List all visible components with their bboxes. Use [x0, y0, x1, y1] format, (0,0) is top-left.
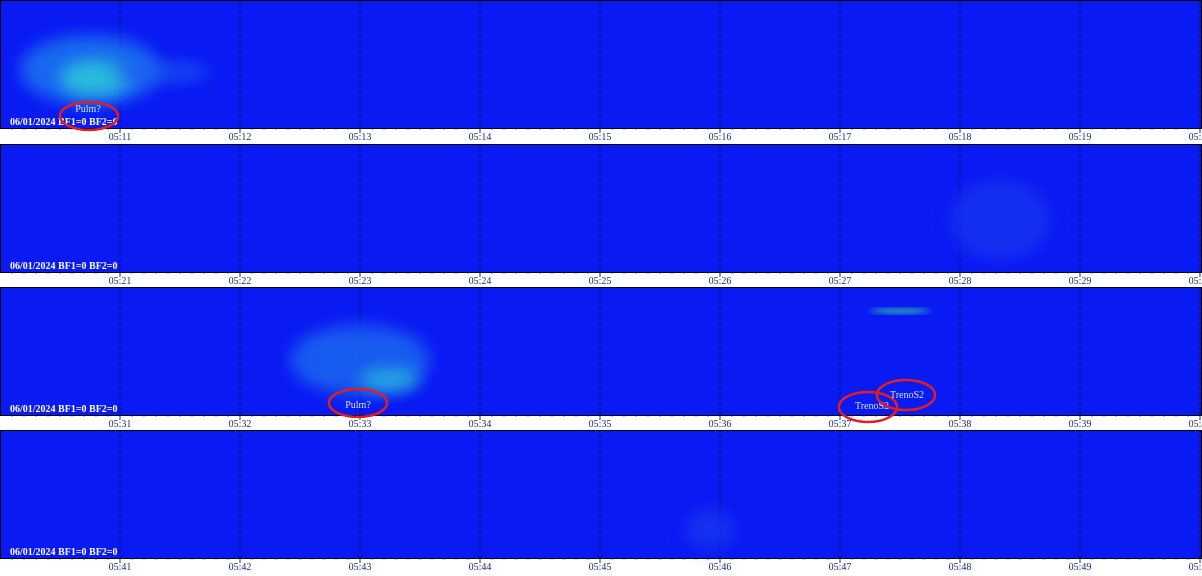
time-tick-label: 05:34: [469, 419, 492, 430]
strip-label: 06/01/2024 BF1=0 BF2=0: [10, 547, 118, 558]
strip-label: 06/01/2024 BF1=0 BF2=0: [10, 404, 118, 415]
annotation-label: Pulm?: [345, 400, 371, 411]
time-tick-label: 05:18: [949, 132, 972, 143]
time-tick-label: 05:41: [109, 562, 132, 573]
annotation-ring: [327, 387, 389, 419]
spectrogram-strip: [0, 287, 1202, 415]
time-tick-label: 05:31: [109, 419, 132, 430]
time-tick-label: 05:27: [829, 276, 852, 287]
time-tick-label: 05:24: [469, 276, 492, 287]
time-tick-label: 05:50: [1189, 562, 1202, 573]
time-tick-label: 05:44: [469, 562, 492, 573]
annotation-label: TrenoS2: [890, 390, 924, 401]
time-tick-label: 05:32: [229, 419, 252, 430]
annotation-ring: [875, 378, 937, 412]
time-tick-label: 05:29: [1069, 276, 1092, 287]
time-tick-label: 05:33: [349, 419, 372, 430]
time-tick-label: 05:16: [709, 132, 732, 143]
strip-label: 06/01/2024 BF1=0 BF2=0: [10, 261, 118, 272]
signal-blobs: [20, 35, 1050, 550]
time-tick-label: 05:42: [229, 562, 252, 573]
time-tick-label: 05:13: [349, 132, 372, 143]
time-tick-label: 05:46: [709, 562, 732, 573]
annotation-ring: [837, 390, 899, 424]
time-tick-label: 05:12: [229, 132, 252, 143]
spectrogram-strip: [0, 0, 1202, 128]
time-tick-label: 05:36: [709, 419, 732, 430]
time-tick-label: 05:39: [1069, 419, 1092, 430]
time-tick-label: 05:30: [1189, 276, 1202, 287]
time-tick-label: 05:49: [1069, 562, 1092, 573]
time-tick-label: 05:47: [829, 562, 852, 573]
time-tick-label: 05:15: [589, 132, 612, 143]
time-tick-label: 05:23: [349, 276, 372, 287]
time-tick-label: 05:45: [589, 562, 612, 573]
time-tick-label: 05:26: [709, 276, 732, 287]
time-tick-label: 05:40: [1189, 419, 1202, 430]
time-tick-label: 05:38: [949, 419, 972, 430]
time-tick-label: 05:48: [949, 562, 972, 573]
time-tick-label: 05:20: [1189, 132, 1202, 143]
time-tick-label: 05:17: [829, 132, 852, 143]
time-tick-label: 05:11: [109, 132, 131, 143]
spectrogram-strip: [0, 430, 1202, 558]
time-tick-label: 05:19: [1069, 132, 1092, 143]
time-tick-label: 05:25: [589, 276, 612, 287]
time-tick-label: 05:14: [469, 132, 492, 143]
time-tick-label: 05:35: [589, 419, 612, 430]
time-tick-label: 05:28: [949, 276, 972, 287]
time-tick-label: 05:37: [829, 419, 852, 430]
time-tick-label: 05:21: [109, 276, 132, 287]
annotation-label: Pulm?: [75, 104, 101, 115]
time-tick-label: 05:43: [349, 562, 372, 573]
annotation-ring: [58, 100, 120, 132]
annotation-label: TrenoS2: [855, 401, 889, 412]
time-tick-label: 05:22: [229, 276, 252, 287]
annotations: Pulm? Pulm? TrenoS2 TrenoS2: [58, 100, 937, 424]
